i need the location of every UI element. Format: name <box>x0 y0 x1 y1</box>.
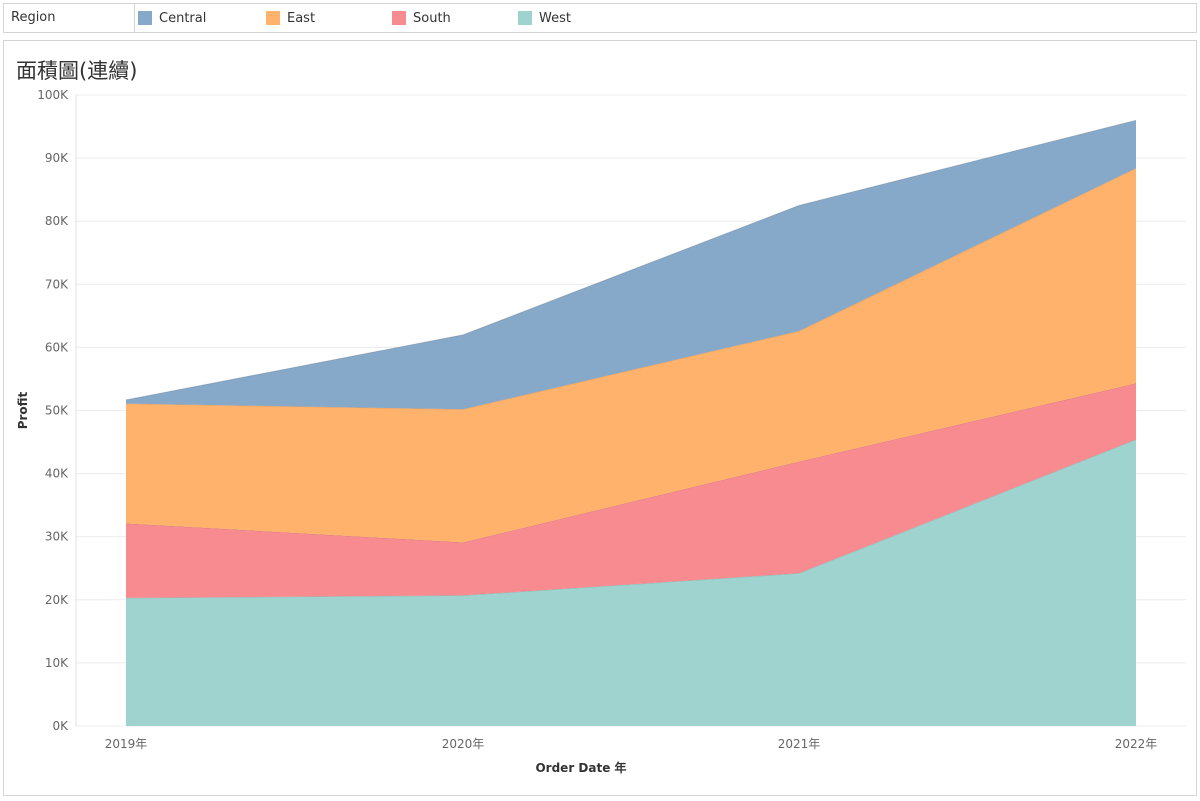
legend-swatch-west <box>518 11 532 25</box>
y-tick-label: 20K <box>45 593 69 607</box>
legend-label-west: West <box>539 10 571 26</box>
y-tick-label: 90K <box>45 151 69 165</box>
legend-swatch-east <box>266 11 280 25</box>
y-axis-title: Profit <box>16 391 30 429</box>
area-edge-central <box>125 119 1137 401</box>
y-tick-label: 70K <box>45 277 69 291</box>
legend-label-south: South <box>413 10 451 26</box>
y-axis-ticks: 0K 10K 20K 30K 40K 50K 60K 70K 80K 90K 100K <box>37 88 69 733</box>
legend-swatch-central <box>138 11 152 25</box>
legend-item-south[interactable]: South <box>392 4 451 32</box>
x-tick-label: 2020年 <box>442 737 485 751</box>
y-tick-label: 40K <box>45 467 69 481</box>
y-tick-label: 100K <box>37 88 69 102</box>
chart-title: 面積圖(連續) <box>16 59 138 83</box>
area-series <box>125 119 1137 727</box>
legend-bar: Region Central East South West <box>3 3 1197 33</box>
x-axis-ticks: 2019年 2020年 2021年 2022年 <box>105 737 1158 751</box>
x-axis-title: Order Date 年 <box>535 760 626 775</box>
legend-item-central[interactable]: Central <box>138 4 206 32</box>
y-tick-label: 60K <box>45 340 69 354</box>
legend-swatch-south <box>392 11 406 25</box>
area-south[interactable] <box>126 383 1136 598</box>
y-tick-label: 0K <box>52 719 69 733</box>
legend-label-east: East <box>287 10 316 26</box>
y-tick-label: 50K <box>45 404 69 418</box>
area-west[interactable] <box>126 439 1136 727</box>
legend-item-east[interactable]: East <box>266 4 315 32</box>
y-tick-label: 10K <box>45 656 69 670</box>
x-tick-label: 2022年 <box>1115 737 1158 751</box>
legend-label-central: Central <box>159 10 207 26</box>
y-tick-label: 80K <box>45 214 69 228</box>
x-tick-label: 2021年 <box>778 737 821 751</box>
x-tick-label: 2019年 <box>105 737 148 751</box>
legend-title: Region <box>4 4 135 32</box>
y-tick-label: 30K <box>45 530 69 544</box>
legend-item-west[interactable]: West <box>518 4 571 32</box>
area-east[interactable] <box>126 168 1136 543</box>
area-central[interactable] <box>126 120 1136 410</box>
